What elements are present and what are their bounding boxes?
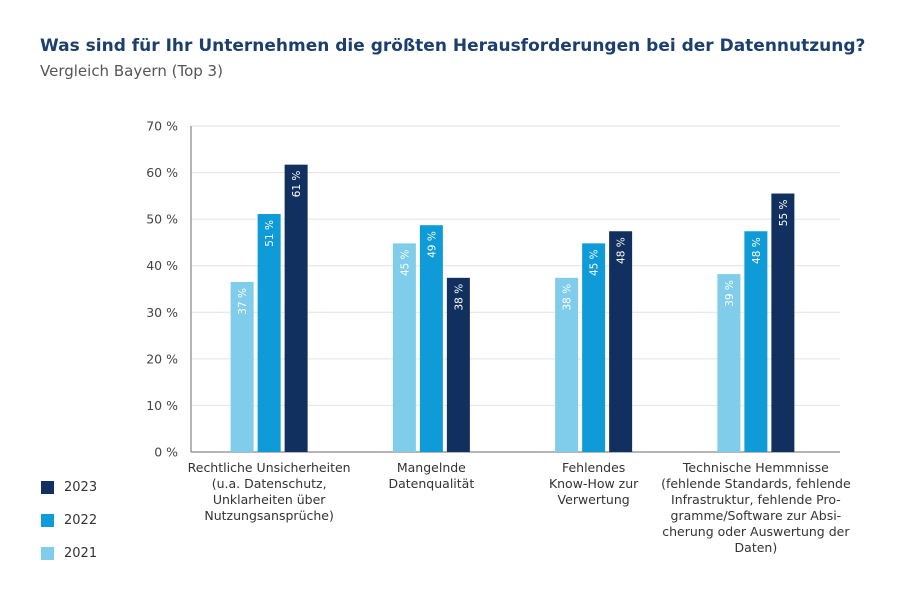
legend-item-2022: 2022 bbox=[41, 512, 98, 528]
bar-2021-2 bbox=[392, 243, 416, 452]
legend-item-2023: 2023 bbox=[41, 479, 98, 495]
legend-swatch bbox=[41, 546, 54, 560]
bar-2022-1 bbox=[257, 214, 281, 452]
y-tick-label: 40 % bbox=[146, 258, 178, 273]
x-category-label: Mangelnde Datenqualität bbox=[389, 460, 475, 491]
bar-2023-2 bbox=[446, 277, 470, 452]
legend-item-2021: 2021 bbox=[41, 545, 98, 561]
data-label: 45 % bbox=[589, 249, 601, 276]
y-tick-label: 10 % bbox=[146, 398, 178, 413]
data-label: 49 % bbox=[426, 231, 438, 258]
bar-2021-3 bbox=[555, 277, 579, 452]
data-label: 51 % bbox=[264, 220, 276, 247]
y-tick-label: 0 % bbox=[154, 445, 178, 460]
bar-2021-1 bbox=[230, 282, 254, 452]
bar-2023-1 bbox=[284, 164, 308, 452]
data-label: 38 % bbox=[562, 284, 574, 311]
x-category-label: Technische Hemmnisse (fehlende Standards,… bbox=[661, 460, 851, 555]
page-subtitle: Vergleich Bayern (Top 3) bbox=[40, 62, 223, 80]
y-tick-label: 70 % bbox=[146, 119, 178, 134]
data-label: 39 % bbox=[724, 280, 736, 307]
legend-swatch bbox=[41, 480, 54, 494]
y-tick-label: 20 % bbox=[146, 351, 178, 366]
bar-2023-4 bbox=[771, 193, 795, 452]
data-label: 45 % bbox=[399, 249, 411, 276]
legend-label: 2021 bbox=[64, 545, 98, 561]
legend-swatch bbox=[41, 513, 54, 527]
bar-2023-3 bbox=[609, 231, 633, 452]
legend-label: 2023 bbox=[64, 479, 98, 495]
data-label: 38 % bbox=[453, 284, 465, 311]
data-label: 48 % bbox=[616, 237, 628, 264]
bar-2022-3 bbox=[582, 243, 606, 452]
bar-2022-2 bbox=[419, 225, 443, 452]
data-label: 37 % bbox=[237, 288, 249, 315]
data-label: 61 % bbox=[291, 171, 303, 198]
x-category-label: Fehlendes Know-How zur Verwertung bbox=[549, 460, 639, 507]
y-tick-label: 60 % bbox=[146, 165, 178, 180]
legend-label: 2022 bbox=[64, 512, 98, 528]
bar-2021-4 bbox=[717, 274, 741, 452]
data-label: 48 % bbox=[751, 237, 763, 264]
x-category-label: Rechtliche Unsicherheiten (u.a. Datenschu… bbox=[188, 460, 351, 523]
bar-2022-4 bbox=[744, 231, 768, 452]
page-title: Was sind für Ihr Unternehmen die größten… bbox=[40, 36, 866, 56]
data-label: 55 % bbox=[778, 200, 790, 227]
y-tick-label: 50 % bbox=[146, 212, 178, 227]
y-tick-label: 30 % bbox=[146, 305, 178, 320]
